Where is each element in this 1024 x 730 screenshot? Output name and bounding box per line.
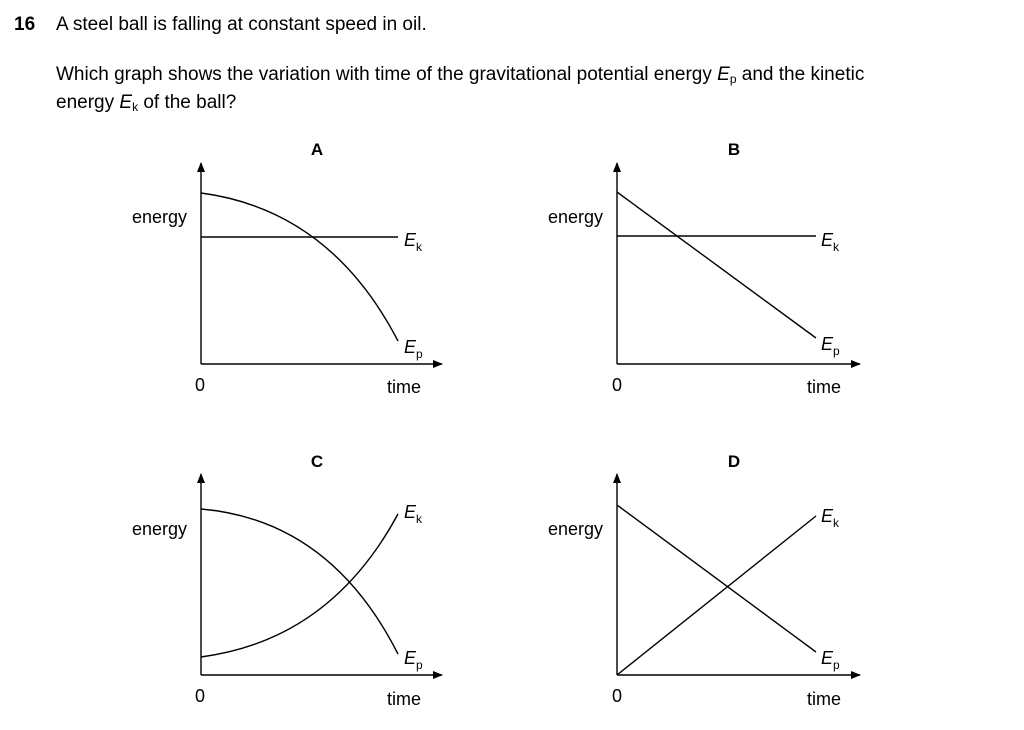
- option-letter: A: [311, 140, 323, 159]
- ek-label-sub: k: [833, 516, 840, 530]
- ep-line: [616, 504, 817, 653]
- prompt-text-1: Which graph shows the variation with tim…: [56, 64, 718, 85]
- origin-label: 0: [612, 375, 622, 395]
- origin-label: 0: [195, 375, 205, 395]
- question-stem: A steel ball is falling at constant spee…: [56, 14, 427, 35]
- ek-label: E k: [404, 230, 423, 254]
- option-letter: D: [728, 452, 740, 471]
- ep-label: E p: [821, 648, 840, 672]
- graph-option-a: A energy 0 time E k E p: [132, 140, 443, 397]
- y-axis-label: energy: [132, 207, 187, 227]
- ep-label: E p: [404, 648, 423, 672]
- question-number: 16: [14, 14, 36, 35]
- y-axis-label: energy: [548, 207, 603, 227]
- ep-label-sub: p: [416, 658, 423, 672]
- prompt-text-4: of the ball?: [138, 92, 237, 113]
- ek-label-symbol: E: [404, 230, 417, 250]
- ep-label-sub: p: [416, 347, 423, 361]
- x-axis-label: time: [387, 689, 421, 709]
- question-prompt: Which graph shows the variation with tim…: [56, 63, 996, 119]
- origin-label: 0: [195, 686, 205, 706]
- ep-curve: [200, 508, 399, 655]
- ep-label-symbol: E: [821, 648, 834, 668]
- ep-label: E p: [404, 337, 423, 361]
- ek-label-sub: k: [416, 240, 423, 254]
- ep-label-sub: p: [833, 344, 840, 358]
- graph-option-d: D energy 0 time E k E p: [548, 452, 861, 709]
- ep-symbol: E: [717, 64, 730, 85]
- origin-label: 0: [612, 686, 622, 706]
- ek-label-symbol: E: [821, 230, 834, 250]
- prompt-text-3: energy: [56, 92, 120, 113]
- ep-curve: [200, 192, 399, 342]
- ek-label: E k: [821, 230, 840, 254]
- prompt-text-2: and the kinetic: [736, 64, 865, 85]
- x-axis-label: time: [387, 377, 421, 397]
- y-axis-label: energy: [132, 519, 187, 539]
- ek-label-sub: k: [416, 512, 423, 526]
- ep-label-symbol: E: [821, 334, 834, 354]
- x-axis-label: time: [807, 689, 841, 709]
- x-axis-label: time: [807, 377, 841, 397]
- graph-option-c: C energy 0 time E k E p: [132, 452, 443, 709]
- ep-subscript: p: [729, 72, 737, 86]
- ek-line: [616, 515, 817, 676]
- ek-label-sub: k: [833, 240, 840, 254]
- ep-label-symbol: E: [404, 648, 417, 668]
- option-letter: B: [728, 140, 740, 159]
- ek-curve: [200, 513, 399, 658]
- ep-label: E p: [821, 334, 840, 358]
- graph-option-b: B energy 0 time E k E p: [548, 140, 861, 397]
- option-letter: C: [311, 452, 323, 471]
- ep-label-symbol: E: [404, 337, 417, 357]
- ek-label-symbol: E: [821, 506, 834, 526]
- ek-symbol: E: [119, 92, 133, 113]
- ek-label-symbol: E: [404, 502, 417, 522]
- ep-line: [616, 191, 817, 339]
- y-axis-label: energy: [548, 519, 603, 539]
- ep-label-sub: p: [833, 658, 840, 672]
- ek-label: E k: [821, 506, 840, 530]
- ek-subscript: k: [132, 100, 139, 114]
- ek-label: E k: [404, 502, 423, 526]
